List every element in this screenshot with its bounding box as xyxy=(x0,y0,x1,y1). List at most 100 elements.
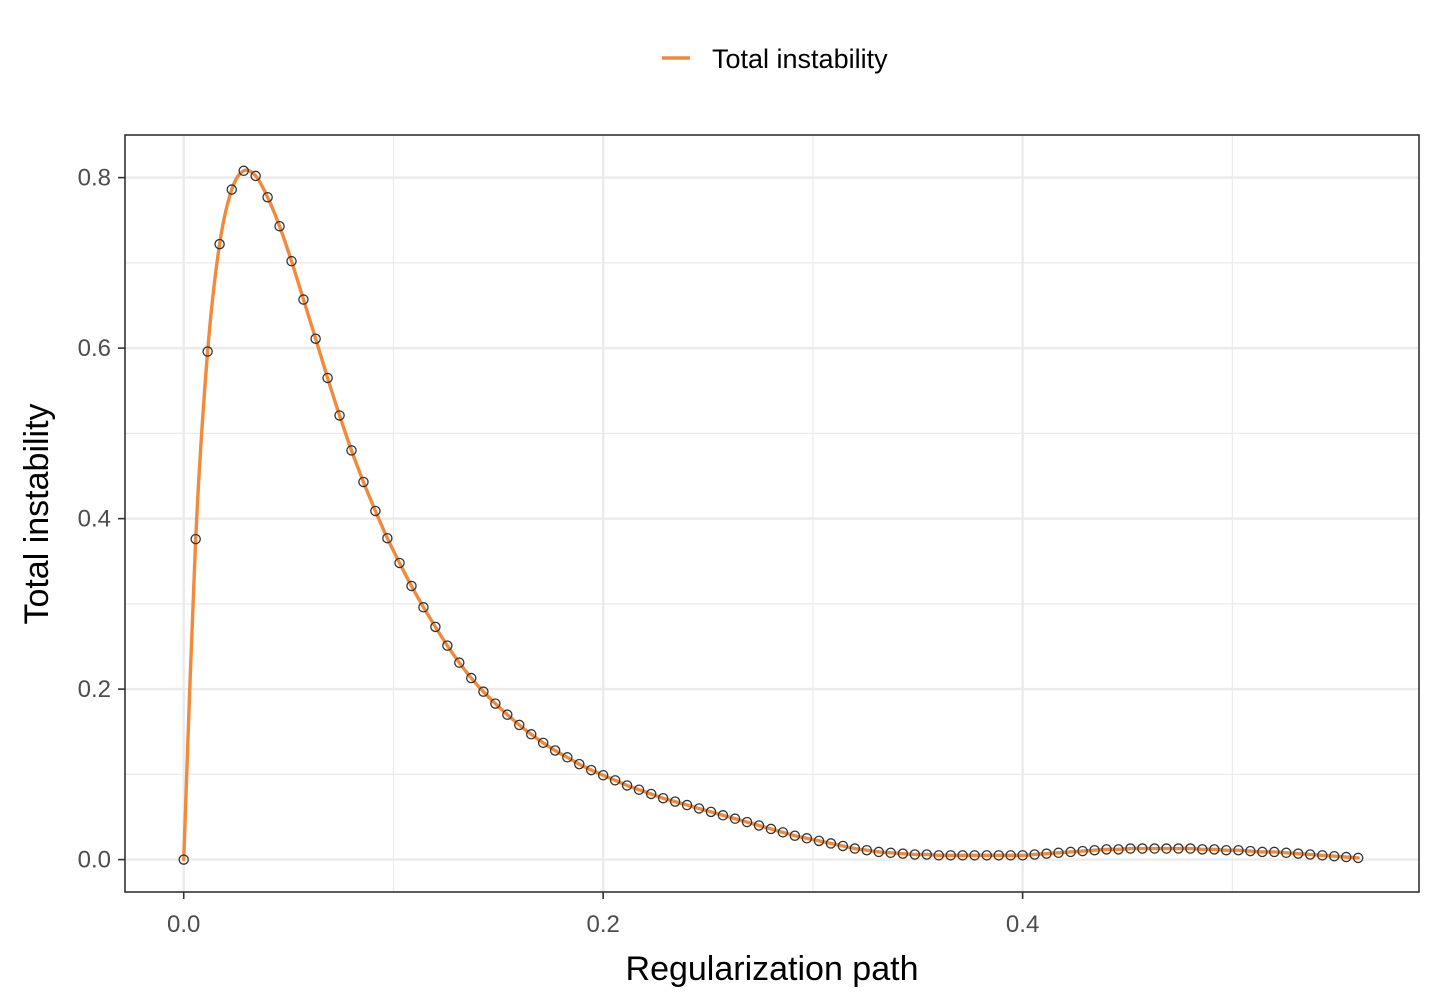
data-point xyxy=(789,830,801,841)
data-point xyxy=(1185,843,1196,854)
data-point xyxy=(178,854,189,865)
data-point xyxy=(801,833,813,844)
data-point xyxy=(466,672,477,684)
data-point xyxy=(897,848,909,859)
x-axis-title: Regularization path xyxy=(626,950,919,988)
data-point xyxy=(238,165,249,177)
data-point xyxy=(705,806,717,818)
data-point xyxy=(1269,846,1280,858)
data-point xyxy=(993,850,1004,861)
y-tick-label: 0.6 xyxy=(78,335,111,362)
data-point xyxy=(933,850,944,861)
data-point xyxy=(969,850,980,861)
x-axis: 0.0 0.2 0.4 xyxy=(167,892,1039,938)
data-point xyxy=(370,505,381,517)
data-point xyxy=(525,729,537,740)
data-point xyxy=(957,850,968,861)
data-point xyxy=(729,813,741,824)
x-tick-label: 0.0 xyxy=(167,911,200,938)
data-point xyxy=(430,621,441,633)
data-point xyxy=(1077,845,1088,857)
minor-gridlines xyxy=(125,135,1419,892)
data-point xyxy=(885,847,896,859)
data-point xyxy=(394,557,405,569)
data-point xyxy=(945,850,956,861)
data-point xyxy=(442,640,453,651)
x-tick-label: 0.2 xyxy=(586,911,619,938)
data-point xyxy=(418,602,429,613)
data-point xyxy=(1137,843,1148,854)
data-point xyxy=(1089,844,1100,856)
data-point xyxy=(1245,845,1256,857)
data-point xyxy=(633,784,645,795)
data-point xyxy=(1209,844,1220,855)
data-points xyxy=(178,165,1364,865)
data-point xyxy=(873,846,884,858)
data-point xyxy=(1221,844,1232,856)
data-point xyxy=(1041,848,1052,859)
data-point xyxy=(813,835,825,847)
data-point xyxy=(1173,843,1184,854)
data-point xyxy=(1257,846,1268,858)
data-point xyxy=(681,799,693,811)
data-point xyxy=(909,849,921,860)
data-point xyxy=(981,850,993,861)
data-point xyxy=(849,843,861,854)
data-point xyxy=(753,820,765,831)
legend: Total instability xyxy=(662,44,888,74)
data-point xyxy=(657,792,669,804)
data-point xyxy=(765,823,777,835)
data-point xyxy=(226,184,237,195)
data-point xyxy=(861,844,873,856)
data-point xyxy=(1197,844,1208,855)
y-tick-label: 0.2 xyxy=(78,676,111,703)
data-point xyxy=(190,533,201,545)
data-point xyxy=(274,220,285,232)
data-point xyxy=(837,840,849,852)
data-point xyxy=(717,810,729,821)
data-point xyxy=(1101,844,1112,855)
data-point xyxy=(334,410,345,421)
data-point xyxy=(454,657,465,668)
data-point xyxy=(490,698,501,709)
data-point xyxy=(574,758,585,770)
data-point xyxy=(1352,852,1364,864)
data-point xyxy=(514,719,525,731)
panel-border xyxy=(124,134,1420,893)
data-point xyxy=(1053,847,1064,859)
data-point xyxy=(1029,849,1040,860)
data-point xyxy=(1065,846,1076,858)
data-point xyxy=(537,737,549,749)
data-point xyxy=(262,191,273,203)
data-point xyxy=(562,752,573,763)
series-line-total-instability xyxy=(182,168,1360,862)
data-point xyxy=(921,849,933,860)
data-point xyxy=(502,709,513,720)
data-point xyxy=(585,764,597,776)
data-point xyxy=(214,238,225,250)
data-point xyxy=(406,580,417,592)
data-point xyxy=(1340,851,1352,863)
data-point xyxy=(621,780,633,791)
data-point xyxy=(322,372,333,384)
data-point xyxy=(310,333,321,344)
data-point xyxy=(1161,843,1172,854)
x-tick-label: 0.4 xyxy=(1006,911,1039,938)
data-point xyxy=(597,769,609,781)
data-point xyxy=(1329,850,1340,862)
data-point xyxy=(478,686,489,697)
data-point xyxy=(693,803,705,814)
y-axis-title: Total instability xyxy=(18,403,56,624)
data-point xyxy=(1280,847,1292,859)
data-point xyxy=(777,827,789,838)
data-point xyxy=(1292,848,1304,859)
data-point xyxy=(645,788,657,800)
data-point xyxy=(1005,850,1016,861)
data-point xyxy=(250,170,261,182)
data-point xyxy=(549,745,561,756)
data-point xyxy=(1113,844,1124,855)
data-point xyxy=(825,838,837,849)
data-point xyxy=(1304,849,1316,860)
data-point xyxy=(1149,843,1160,854)
data-point xyxy=(286,255,297,267)
